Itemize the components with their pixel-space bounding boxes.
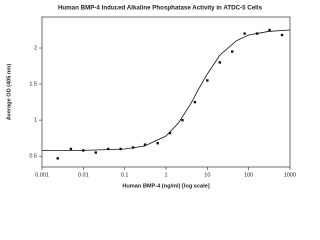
data-point (94, 151, 97, 154)
data-point (107, 147, 110, 151)
x-tick-label: 0.1 (121, 172, 129, 178)
y-tick-label: 0.5 (29, 154, 37, 160)
x-axis-label: Human BMP-4 (ng/ml) [log scale] (122, 183, 209, 189)
data-point (143, 143, 147, 146)
chart-title: Human BMP-4 Induced Alkaline Phosphatase… (58, 5, 263, 12)
fit-curve (42, 29, 291, 151)
data-point (82, 149, 85, 152)
chart: Human BMP-4 Induced Alkaline Phosphatase… (6, 5, 296, 190)
y-axis-label: Average OD (405 nm) (6, 64, 12, 121)
data-point (268, 28, 271, 32)
x-tick-label: 100 (244, 172, 253, 178)
data-point (231, 50, 234, 53)
data-point (69, 147, 73, 151)
data-point (280, 33, 284, 37)
data-point (218, 61, 221, 64)
data-point (56, 157, 59, 160)
data-point (255, 32, 259, 35)
data-point (181, 118, 184, 122)
data-point (206, 79, 209, 82)
x-tick-label: 0.001 (35, 172, 49, 178)
x-tick-label: 1 (164, 172, 167, 178)
data-point (193, 100, 197, 104)
y-tick-label: 1.5 (29, 82, 37, 88)
data-point (119, 147, 122, 151)
x-tick-label: 0.01 (78, 172, 89, 178)
data-point (243, 32, 246, 35)
data-point (168, 131, 172, 135)
y-tick-label: 1 (34, 118, 37, 124)
data-point (131, 146, 135, 149)
y-tick-label: 2 (34, 45, 37, 51)
x-tick-label: 1000 (284, 172, 296, 178)
x-tick-label: 10 (204, 172, 210, 178)
plot-frame (41, 16, 291, 168)
data-point (156, 142, 159, 145)
